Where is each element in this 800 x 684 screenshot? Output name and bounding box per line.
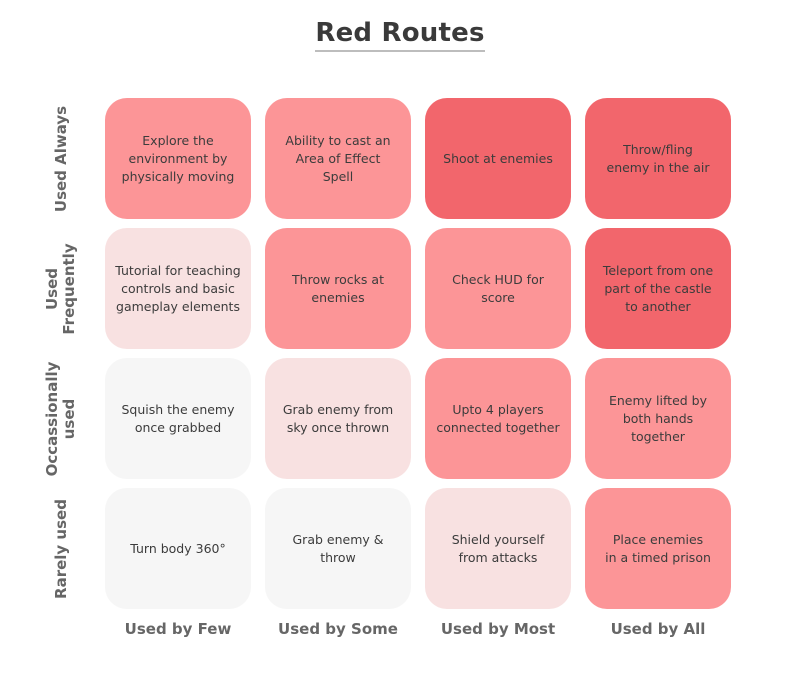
matrix-cell: Grab enemy from sky once thrown (265, 358, 411, 479)
matrix-cell: Tutorial for teaching controls and basic… (105, 228, 251, 349)
title-wrap: Red Routes (0, 18, 800, 52)
row-label: Used Frequently (43, 242, 78, 335)
matrix-cell: Shoot at enemies (425, 98, 571, 219)
page-title: Red Routes (315, 18, 485, 52)
matrix-cell: Grab enemy & throw (265, 488, 411, 609)
matrix-cell: Throw rocks at enemies (265, 228, 411, 349)
matrix-cell: Squish the enemy once grabbed (105, 358, 251, 479)
matrix-cell: Ability to cast an Area of Effect Spell (265, 98, 411, 219)
matrix-cell: Upto 4 players connected together (425, 358, 571, 479)
matrix-cell: Enemy lifted by both hands together (585, 358, 731, 479)
row-label: Used Always (51, 105, 70, 212)
column-label: Used by Some (278, 620, 398, 638)
column-label: Used by All (610, 620, 706, 638)
matrix-cell: Teleport from one part of the castle to … (585, 228, 731, 349)
matrix-cell: Shield yourself from attacks (425, 488, 571, 609)
row-label: Rarely used (51, 498, 70, 599)
matrix-cell: Explore the environment by physically mo… (105, 98, 251, 219)
row-label: Occassionally used (43, 361, 78, 476)
matrix-cell: Check HUD for score (425, 228, 571, 349)
matrix-cell: Turn body 360° (105, 488, 251, 609)
matrix-cell: Throw/fling enemy in the air (585, 98, 731, 219)
matrix-cell: Place enemies in a timed prison (585, 488, 731, 609)
column-label: Used by Few (124, 620, 232, 638)
column-label: Used by Most (440, 620, 556, 638)
